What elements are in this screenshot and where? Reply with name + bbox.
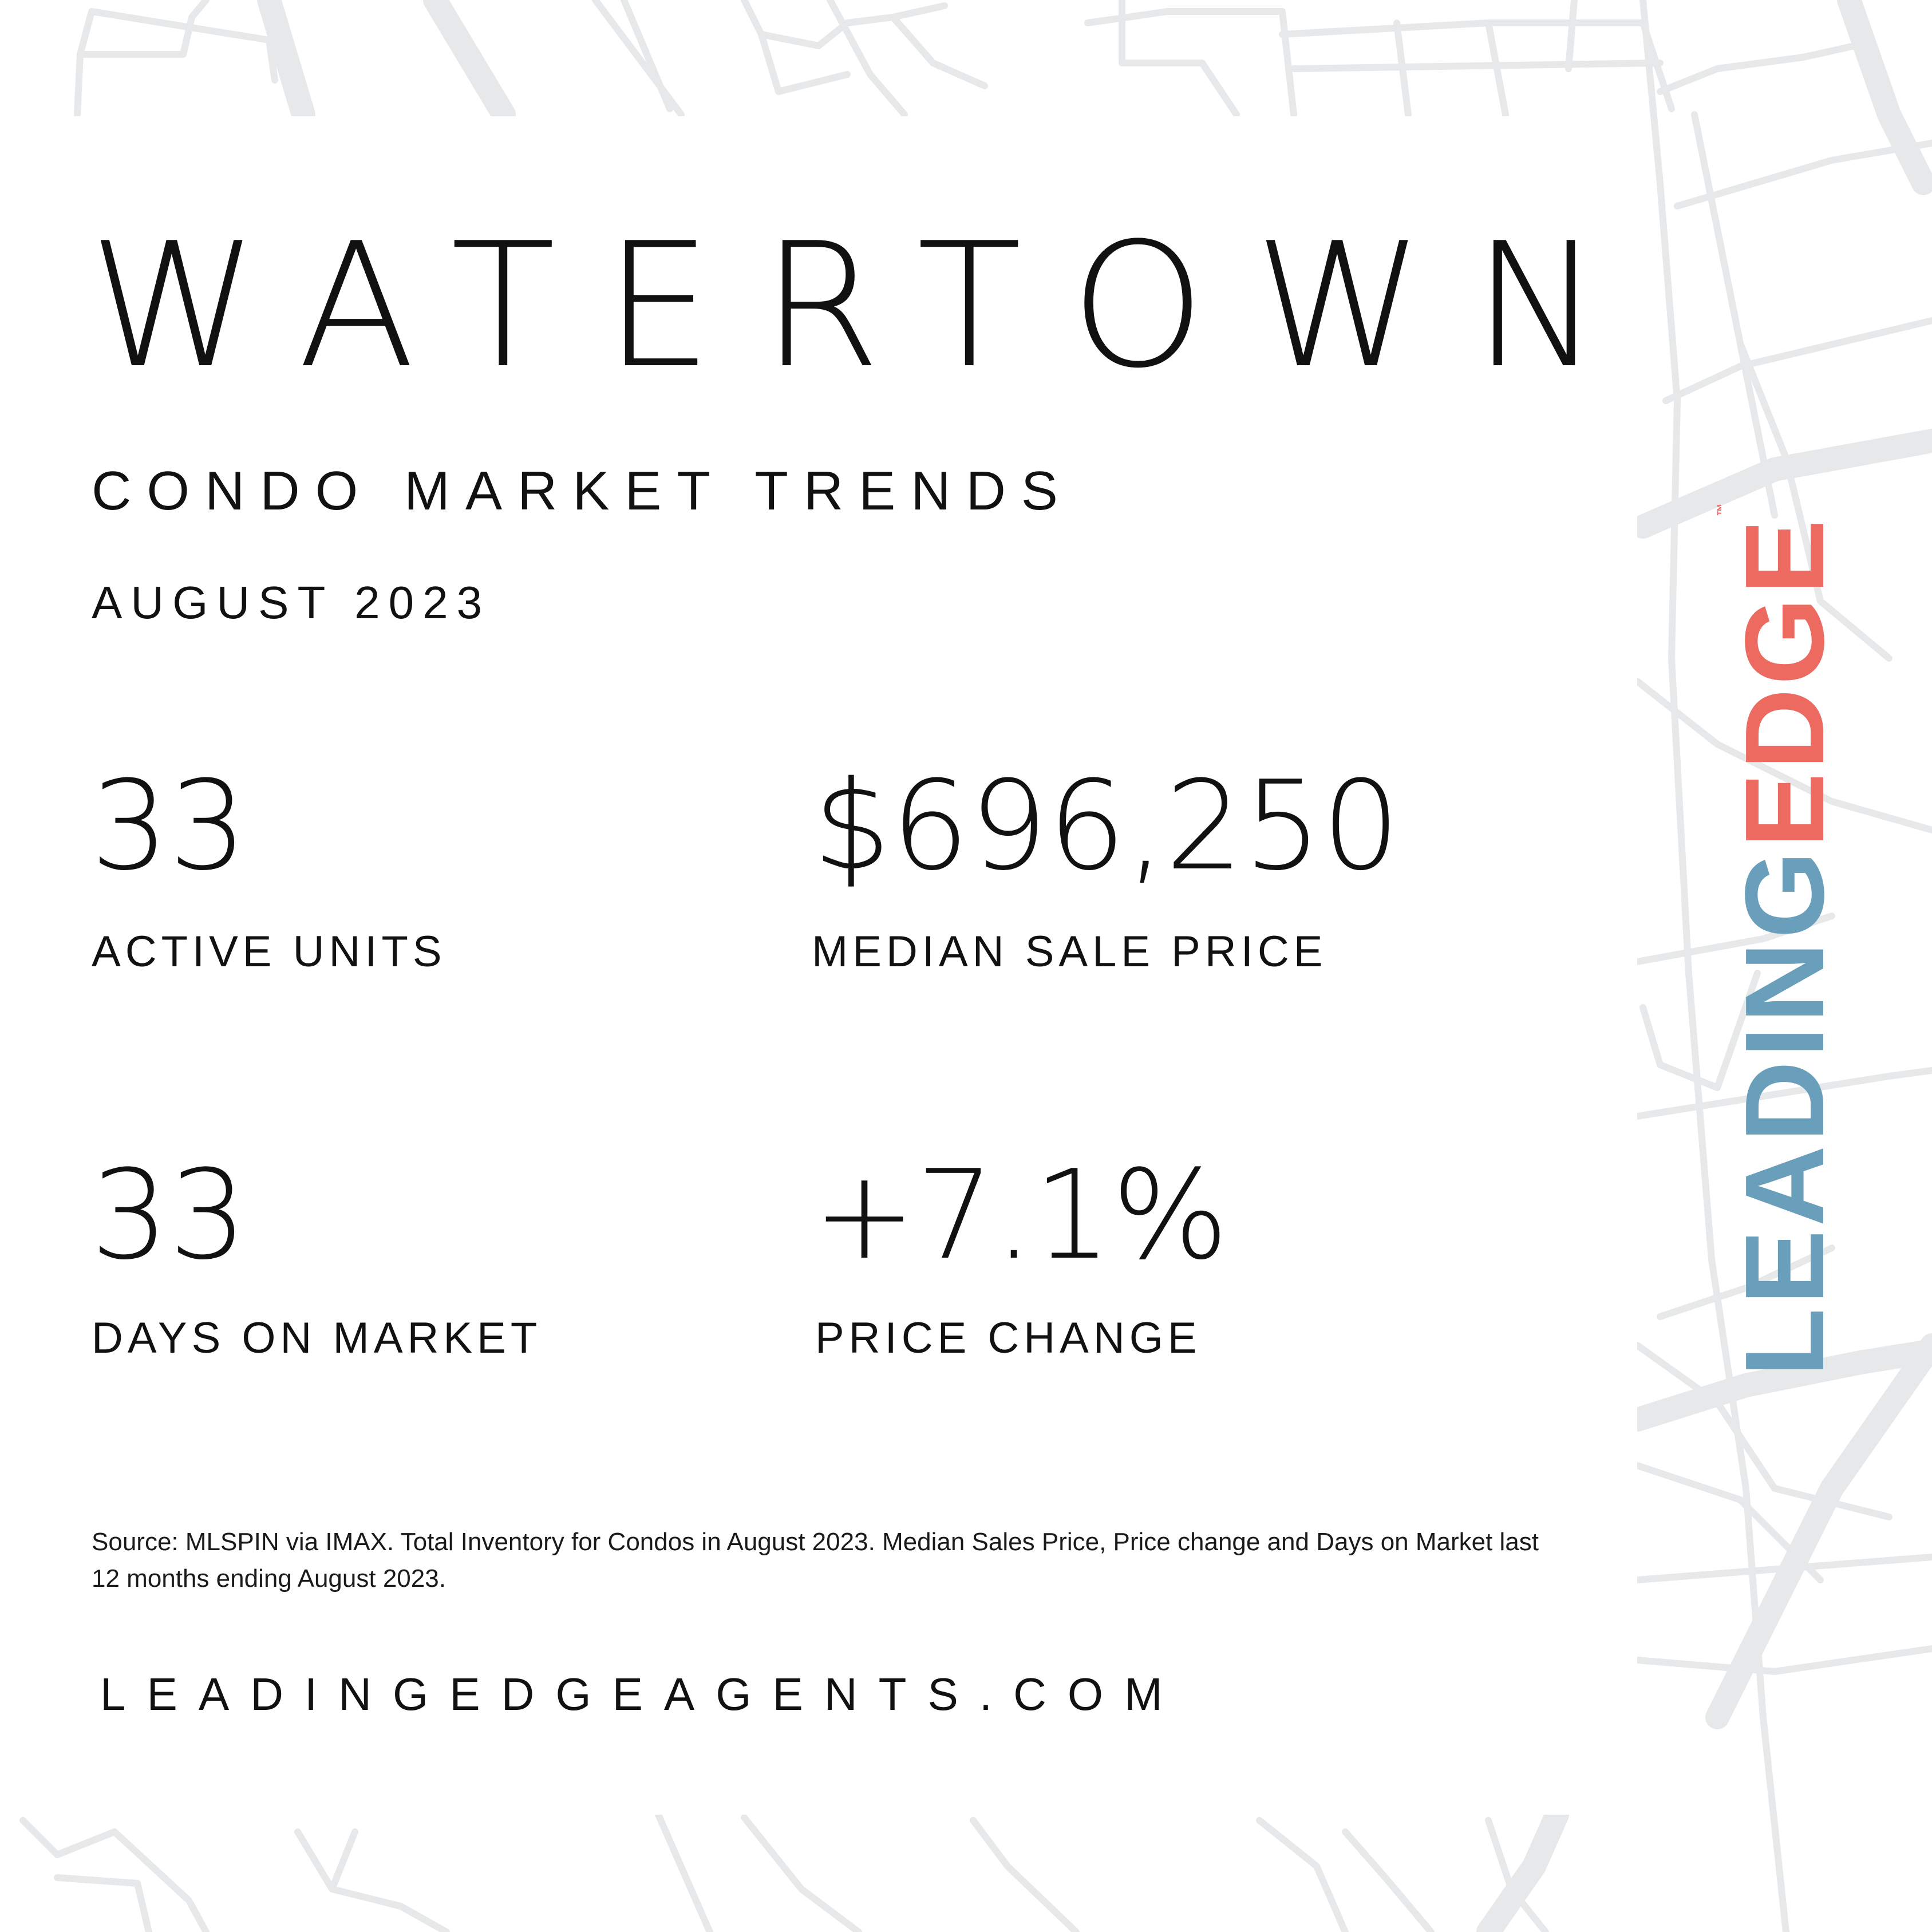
price-change-label: PRICE CHANGE [815, 1314, 1202, 1362]
report-period: AUGUST 2023 [92, 577, 491, 628]
active-units-value: 33 [90, 754, 247, 898]
days-on-market-label: DAYS ON MARKET [92, 1314, 542, 1362]
active-units-label: ACTIVE UNITS [92, 927, 447, 976]
content-panel [0, 116, 1637, 1815]
median-sale-price-label: MEDIAN SALE PRICE [812, 927, 1327, 976]
website-url: LEADINGEDGEAGENTS.COM [100, 1669, 1184, 1720]
report-subtitle: CONDO MARKET TRENDS [92, 460, 1073, 521]
median-sale-price-value: $696,250 [813, 754, 1400, 898]
price-change-value: +7.1% [813, 1143, 1229, 1287]
source-note: Source: MLSPIN via IMAX. Total Inventory… [92, 1528, 1539, 1593]
days-on-market-value: 33 [90, 1143, 247, 1287]
city-title: WATERTOWN [89, 206, 1650, 406]
